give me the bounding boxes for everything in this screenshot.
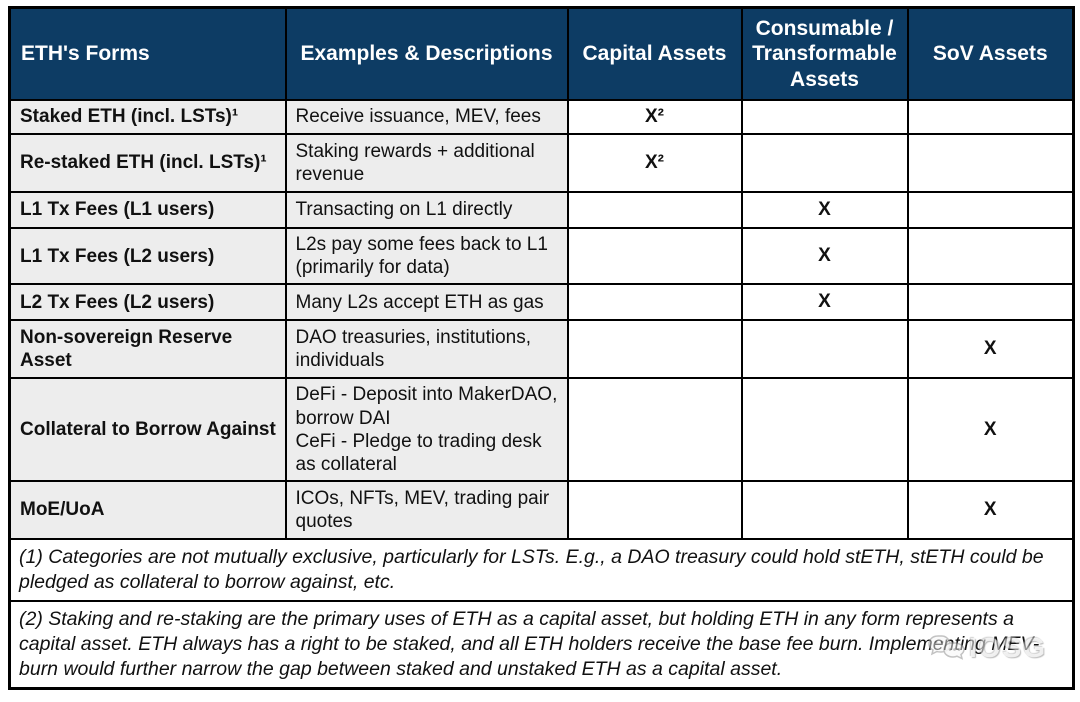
capital-mark-cell xyxy=(566,319,743,380)
desc-cell: L2s pay some fees back to L1 (primarily … xyxy=(284,226,569,286)
desc-cell: Receive issuance, MEV, fees xyxy=(284,99,569,135)
consumable-mark-cell: X xyxy=(740,191,909,229)
sov-mark-cell xyxy=(906,191,1075,229)
header-capital-assets: Capital Assets xyxy=(566,6,743,101)
form-cell: L1 Tx Fees (L1 users) xyxy=(8,191,287,229)
table-row: Non-sovereign Reserve Asset DAO treasuri… xyxy=(8,319,1075,380)
consumable-mark-cell xyxy=(740,133,909,193)
footnote-row: (1) Categories are not mutually exclusiv… xyxy=(8,538,1075,602)
header-consumable-transformable-assets: Consumable / Transformable Assets xyxy=(740,6,909,101)
capital-mark-cell xyxy=(566,191,743,229)
desc-cell: DeFi - Deposit into MakerDAO, borrow DAI… xyxy=(284,377,569,483)
header-examples-descriptions: Examples & Descriptions xyxy=(284,6,569,101)
form-cell: L1 Tx Fees (L2 users) xyxy=(8,226,287,286)
consumable-mark-cell xyxy=(740,319,909,380)
form-cell: Staked ETH (incl. LSTs)¹ xyxy=(8,99,287,135)
footnote-1: (1) Categories are not mutually exclusiv… xyxy=(8,538,1075,602)
consumable-mark-cell: X xyxy=(740,283,909,322)
sov-mark-cell xyxy=(906,133,1075,193)
header-sov-assets: SoV Assets xyxy=(906,6,1075,101)
table-row: L1 Tx Fees (L2 users) L2s pay some fees … xyxy=(8,226,1075,286)
consumable-mark-cell xyxy=(740,377,909,483)
desc-cell: Staking rewards + additional revenue xyxy=(284,133,569,193)
capital-mark-cell xyxy=(566,480,743,541)
desc-cell: Transacting on L1 directly xyxy=(284,191,569,229)
capital-mark-cell xyxy=(566,283,743,322)
sov-mark-cell: X xyxy=(906,377,1075,483)
footnote-2: (2) Staking and re-staking are the prima… xyxy=(8,599,1075,690)
capital-mark-cell: X² xyxy=(566,99,743,135)
table-row: Re-staked ETH (incl. LSTs)¹ Staking rewa… xyxy=(8,133,1075,193)
sov-mark-cell: X xyxy=(906,480,1075,541)
eth-forms-table: ETH's Forms Examples & Descriptions Capi… xyxy=(8,6,1075,690)
header-row: ETH's Forms Examples & Descriptions Capi… xyxy=(8,6,1075,101)
form-cell: Non-sovereign Reserve Asset xyxy=(8,319,287,380)
table-row: L1 Tx Fees (L1 users) Transacting on L1 … xyxy=(8,191,1075,229)
consumable-mark-cell: X xyxy=(740,226,909,286)
table-row: Collateral to Borrow Against DeFi - Depo… xyxy=(8,377,1075,483)
form-cell: L2 Tx Fees (L2 users) xyxy=(8,283,287,322)
header-eth-forms: ETH's Forms xyxy=(8,6,287,101)
desc-cell: ICOs, NFTs, MEV, trading pair quotes xyxy=(284,480,569,541)
desc-cell: Many L2s accept ETH as gas xyxy=(284,283,569,322)
capital-mark-cell: X² xyxy=(566,133,743,193)
form-cell: MoE/UoA xyxy=(8,480,287,541)
capital-mark-cell xyxy=(566,226,743,286)
table-row: Staked ETH (incl. LSTs)¹ Receive issuanc… xyxy=(8,99,1075,135)
sov-mark-cell xyxy=(906,99,1075,135)
form-cell: Re-staked ETH (incl. LSTs)¹ xyxy=(8,133,287,193)
sov-mark-cell xyxy=(906,226,1075,286)
footnote-row: (2) Staking and re-staking are the prima… xyxy=(8,599,1075,690)
desc-cell: DAO treasuries, institutions, individual… xyxy=(284,319,569,380)
form-cell: Collateral to Borrow Against xyxy=(8,377,287,483)
table-row: MoE/UoA ICOs, NFTs, MEV, trading pair qu… xyxy=(8,480,1075,541)
consumable-mark-cell xyxy=(740,480,909,541)
capital-mark-cell xyxy=(566,377,743,483)
consumable-mark-cell xyxy=(740,99,909,135)
sov-mark-cell: X xyxy=(906,319,1075,380)
sov-mark-cell xyxy=(906,283,1075,322)
table-row: L2 Tx Fees (L2 users) Many L2s accept ET… xyxy=(8,283,1075,322)
